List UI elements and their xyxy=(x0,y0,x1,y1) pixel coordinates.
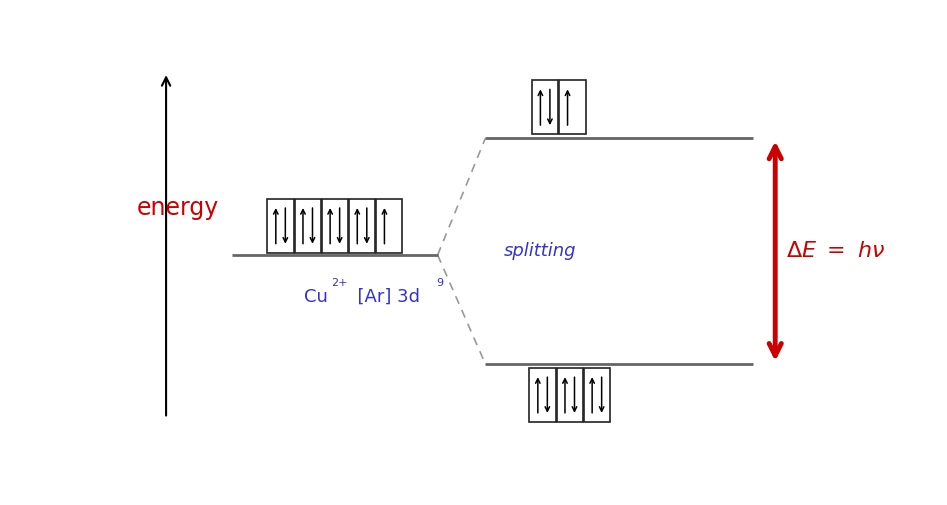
Bar xyxy=(267,198,294,253)
Bar xyxy=(557,368,583,422)
Text: energy: energy xyxy=(136,196,219,220)
Bar xyxy=(532,80,559,134)
Bar xyxy=(295,198,321,253)
Bar xyxy=(529,368,556,422)
Text: Cu: Cu xyxy=(304,288,328,306)
Text: $\Delta E\ =\ h\nu$: $\Delta E\ =\ h\nu$ xyxy=(786,241,885,261)
Bar xyxy=(559,80,585,134)
Text: splitting: splitting xyxy=(504,242,576,260)
Bar xyxy=(348,198,375,253)
Text: [Ar] 3d: [Ar] 3d xyxy=(346,288,420,306)
Bar xyxy=(376,198,402,253)
Bar xyxy=(322,198,348,253)
Bar xyxy=(583,368,610,422)
Text: 2+: 2+ xyxy=(331,278,348,288)
Text: 9: 9 xyxy=(437,278,443,288)
